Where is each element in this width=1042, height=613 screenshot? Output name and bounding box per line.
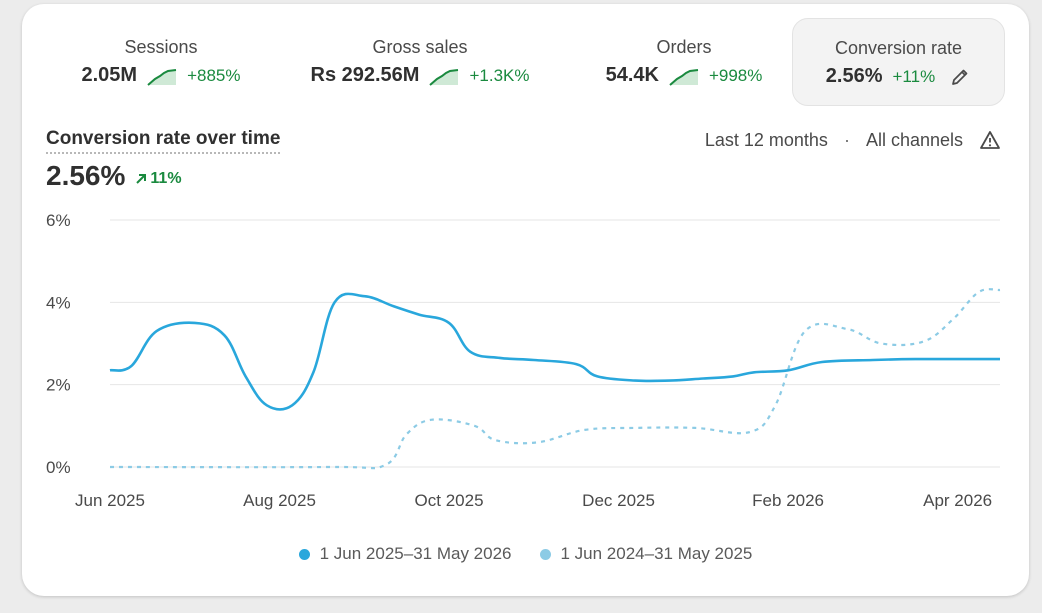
metric-change: +1.3K% [469, 65, 530, 85]
x-tick-label: Dec 2025 [582, 491, 655, 510]
metric-value: 2.56% [825, 65, 883, 87]
metric-gross-sales[interactable]: Gross sales Rs 292.56M +1.3K% [292, 18, 548, 106]
metric-value: Rs 292.56M [310, 64, 420, 86]
pencil-icon[interactable] [949, 66, 971, 88]
metric-value: 2.05M [81, 64, 138, 86]
x-tick-label: Feb 2026 [752, 491, 824, 510]
chart-change: 11% [135, 170, 182, 188]
series-line-current [109, 292, 1001, 411]
metric-label: Orders [656, 37, 712, 57]
arrow-up-right-icon [136, 174, 147, 184]
y-tick-label: 0% [46, 458, 71, 477]
legend-label-current: 1 Jun 2025–31 May 2026 [319, 544, 512, 563]
analytics-card: Sessions 2.05M +885% Gross sales Rs 292.… [22, 4, 1029, 596]
chart-title[interactable]: Conversion rate over time [46, 128, 281, 154]
metric-label: Sessions [124, 37, 198, 57]
chart-value: 2.56% [46, 160, 126, 191]
metric-change: +998% [708, 65, 763, 85]
metric-orders[interactable]: Orders 54.4K +998% [584, 18, 784, 106]
legend-dot-previous [539, 548, 551, 560]
channel-filter[interactable]: All channels [865, 129, 963, 150]
legend-label-previous: 1 Jun 2024–31 May 2025 [560, 544, 753, 563]
metrics-row: Sessions 2.05M +885% Gross sales Rs 292.… [22, 18, 1029, 110]
chart-filters: Last 12 months · All channels [705, 129, 1001, 151]
sparkline-icon [147, 68, 177, 86]
x-tick-label: Jun 2025 [75, 491, 145, 510]
series-line-previous [109, 288, 1001, 470]
metric-value: 54.4K [605, 64, 659, 86]
sparkline-icon [429, 68, 459, 86]
line-chart: 6% 4% 2% 0%Jun 2025 Aug 2025 Oct 2025 Dec 2025… [46, 211, 1001, 510]
metric-change: +885% [187, 65, 241, 85]
y-tick-label: 6% [46, 211, 71, 230]
x-tick-label: Apr 2026 [923, 491, 992, 510]
legend-item-previous[interactable]: 1 Jun 2024–31 May 2025 [539, 544, 753, 564]
y-tick-label: 4% [46, 293, 71, 312]
metric-sessions[interactable]: Sessions 2.05M +885% [66, 18, 256, 106]
warning-icon[interactable] [979, 129, 1001, 151]
period-filter[interactable]: Last 12 months [704, 129, 828, 150]
x-tick-label: Aug 2025 [243, 491, 316, 510]
legend-item-current[interactable]: 1 Jun 2025–31 May 2026 [298, 544, 512, 564]
chart-legend: 1 Jun 2025–31 May 2026 1 Jun 2024–31 May… [22, 544, 1029, 564]
legend-dot-current [298, 548, 310, 560]
x-tick-label: Oct 2025 [415, 491, 484, 510]
y-tick-label: 2% [46, 376, 71, 395]
metric-change: +11% [892, 66, 936, 86]
metric-label: Conversion rate [834, 38, 963, 58]
sparkline-icon [669, 68, 699, 86]
metric-label: Gross sales [372, 37, 468, 57]
chart-change-value: 11% [150, 170, 182, 187]
metric-conversion-rate[interactable]: Conversion rate 2.56% +11% [792, 18, 1005, 106]
filter-separator: · [843, 129, 850, 150]
